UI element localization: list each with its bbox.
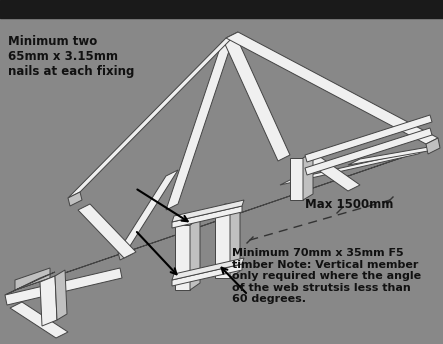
Polygon shape [175,225,190,290]
Polygon shape [348,145,440,165]
Polygon shape [305,115,432,162]
Polygon shape [230,204,240,278]
Polygon shape [15,268,50,290]
Polygon shape [10,302,68,338]
Polygon shape [280,148,430,185]
Text: Minimum two
65mm x 3.15mm
nails at each fixing: Minimum two 65mm x 3.15mm nails at each … [8,35,134,78]
Polygon shape [226,32,438,144]
Polygon shape [15,148,430,290]
Polygon shape [215,210,230,278]
Polygon shape [426,138,440,154]
Polygon shape [172,206,242,228]
Polygon shape [224,36,290,161]
Polygon shape [68,192,82,206]
Polygon shape [55,270,67,320]
Polygon shape [190,218,200,290]
Polygon shape [172,200,244,222]
Polygon shape [172,258,244,280]
Polygon shape [175,218,200,225]
Bar [0,0,443,18]
Polygon shape [215,204,240,210]
Polygon shape [78,204,136,258]
Polygon shape [303,152,313,200]
Polygon shape [290,158,303,200]
Polygon shape [305,128,432,175]
Polygon shape [166,36,234,210]
Polygon shape [68,32,238,198]
Polygon shape [118,170,178,252]
Polygon shape [5,268,122,305]
Polygon shape [118,246,132,260]
Polygon shape [172,264,242,286]
Polygon shape [5,272,55,295]
Text: Minimum 70mm x 35mm F5
timber Note: Vertical member
only required where the angl: Minimum 70mm x 35mm F5 timber Note: Vert… [232,248,421,304]
Polygon shape [304,154,360,191]
Polygon shape [40,276,57,326]
Text: Max 1500mm: Max 1500mm [305,198,393,212]
